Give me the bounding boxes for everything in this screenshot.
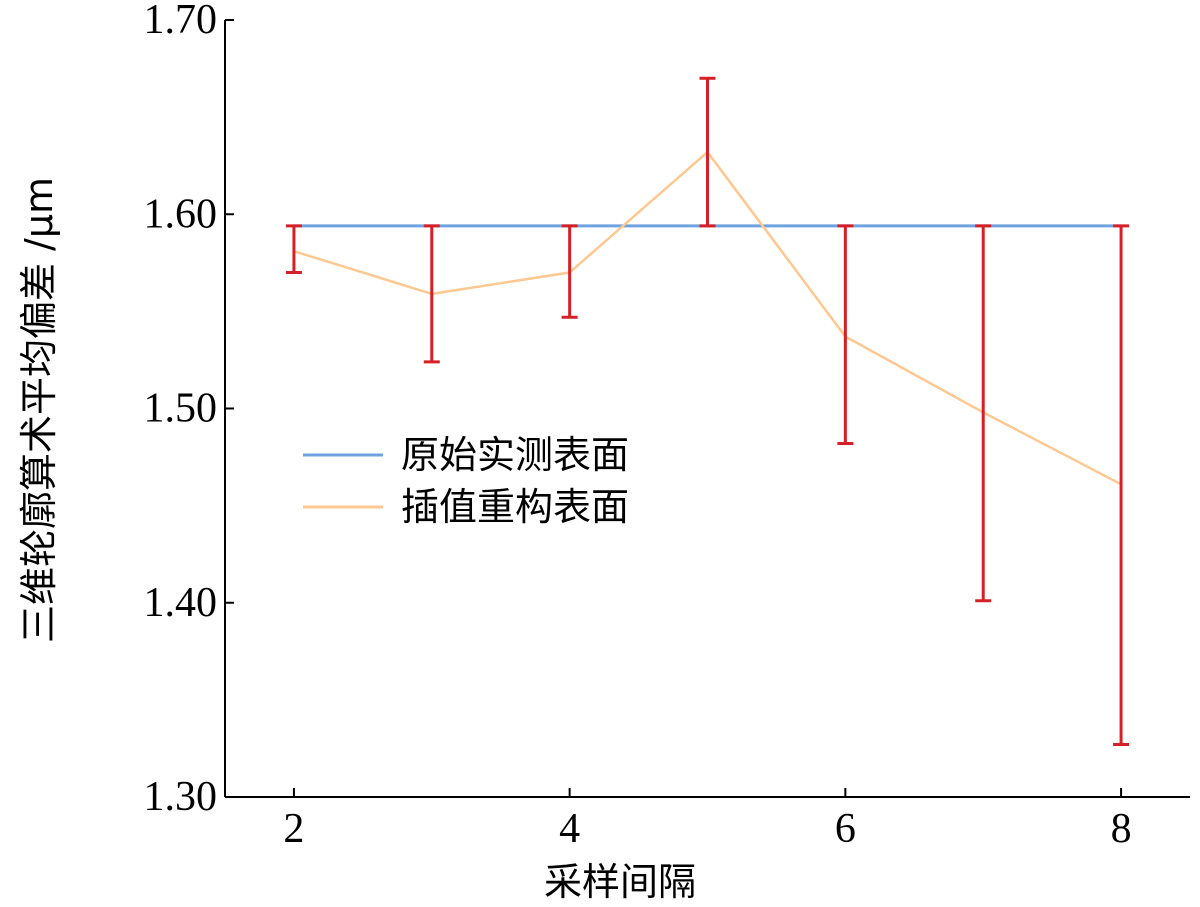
y-tick-label: 1.70 — [144, 0, 218, 43]
legend-label-2: 插值重构表面 — [401, 485, 629, 529]
y-tick-label: 1.30 — [144, 774, 218, 820]
y-tick-label: 1.60 — [144, 191, 218, 237]
x-tick-label: 2 — [283, 806, 304, 852]
x-tick-label: 4 — [559, 806, 580, 852]
error-bar — [699, 76, 716, 228]
y-axis-title: 三维轮廓算术平均偏差 /μm — [17, 177, 61, 643]
error-bar — [1113, 224, 1130, 747]
x-tick-label: 8 — [1111, 806, 1132, 852]
x-tick-label: 6 — [835, 806, 856, 852]
x-axis-title: 采样间隔 — [544, 860, 696, 904]
y-ticks: 1.30 1.40 1.50 1.60 1.70 — [144, 0, 234, 820]
y-tick-label: 1.50 — [144, 386, 218, 432]
error-bars — [285, 76, 1130, 747]
error-bar — [837, 224, 854, 445]
error-bar — [975, 224, 992, 603]
y-tick-label: 1.40 — [144, 580, 218, 626]
error-bar — [561, 224, 578, 319]
legend-label-1: 原始实测表面 — [401, 433, 629, 477]
x-ticks: 2 4 6 8 — [283, 788, 1132, 852]
error-bar — [285, 224, 302, 275]
error-bar — [423, 224, 440, 364]
